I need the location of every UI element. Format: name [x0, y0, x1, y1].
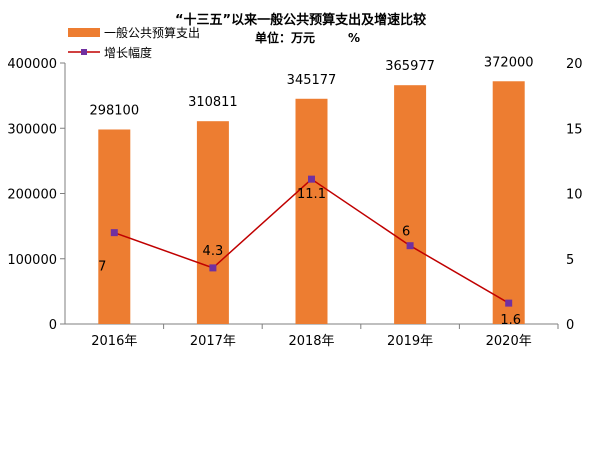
bar-2018年: [295, 98, 328, 325]
x-axis-tick-label: 2020年: [486, 334, 532, 349]
x-axis-tick-label: 2018年: [288, 334, 334, 349]
right-axis-tick-label: 20: [566, 57, 583, 72]
growth-point: [505, 299, 513, 307]
bar-2017年: [196, 121, 229, 324]
x-axis-tick-label: 2019年: [387, 334, 433, 349]
left-axis-tick-label: 200000: [7, 188, 57, 203]
bar-value-label: 372000: [484, 55, 534, 70]
legend-bar-swatch: [68, 28, 100, 37]
bar-value-label: 310811: [188, 95, 238, 110]
right-axis-tick-label: 15: [566, 122, 583, 137]
growth-value-label: 11.1: [297, 187, 326, 202]
unit-label: 单位：万元: [255, 30, 315, 45]
growth-point: [406, 242, 414, 250]
left-axis-tick-label: 0: [49, 318, 57, 333]
growth-point: [110, 229, 118, 237]
bar-2016年: [98, 129, 131, 324]
x-axis-tick-label: 2017年: [190, 334, 236, 349]
bar-2020年: [492, 81, 525, 325]
bar-2019年: [394, 85, 427, 324]
chart-title: “十三五”以来一般公共预算支出及增速比较: [175, 12, 426, 28]
left-axis-tick-label: 300000: [7, 122, 57, 137]
legend-bar-label: 一般公共预算支出: [104, 25, 200, 40]
growth-value-label: 6: [402, 225, 410, 240]
growth-value-label: 1.6: [500, 313, 521, 328]
unit-percent-label: %: [348, 31, 360, 45]
bar-value-label: 345177: [287, 73, 337, 88]
bar-value-label: 365977: [385, 59, 435, 74]
right-axis-tick-label: 10: [566, 188, 583, 203]
growth-value-label: 7: [98, 260, 106, 275]
legend-line-label: 增长幅度: [104, 45, 152, 60]
x-axis-tick-label: 2016年: [91, 334, 137, 349]
right-axis-tick-label: 0: [566, 318, 574, 333]
growth-value-label: 4.3: [203, 244, 224, 259]
bar-value-label: 298100: [89, 103, 139, 118]
legend-line-marker: [81, 49, 87, 55]
right-axis-tick-label: 5: [566, 253, 574, 268]
growth-point: [308, 175, 315, 183]
growth-point: [209, 264, 217, 272]
left-axis-tick-label: 100000: [7, 253, 57, 268]
left-axis-tick-label: 400000: [7, 57, 57, 72]
